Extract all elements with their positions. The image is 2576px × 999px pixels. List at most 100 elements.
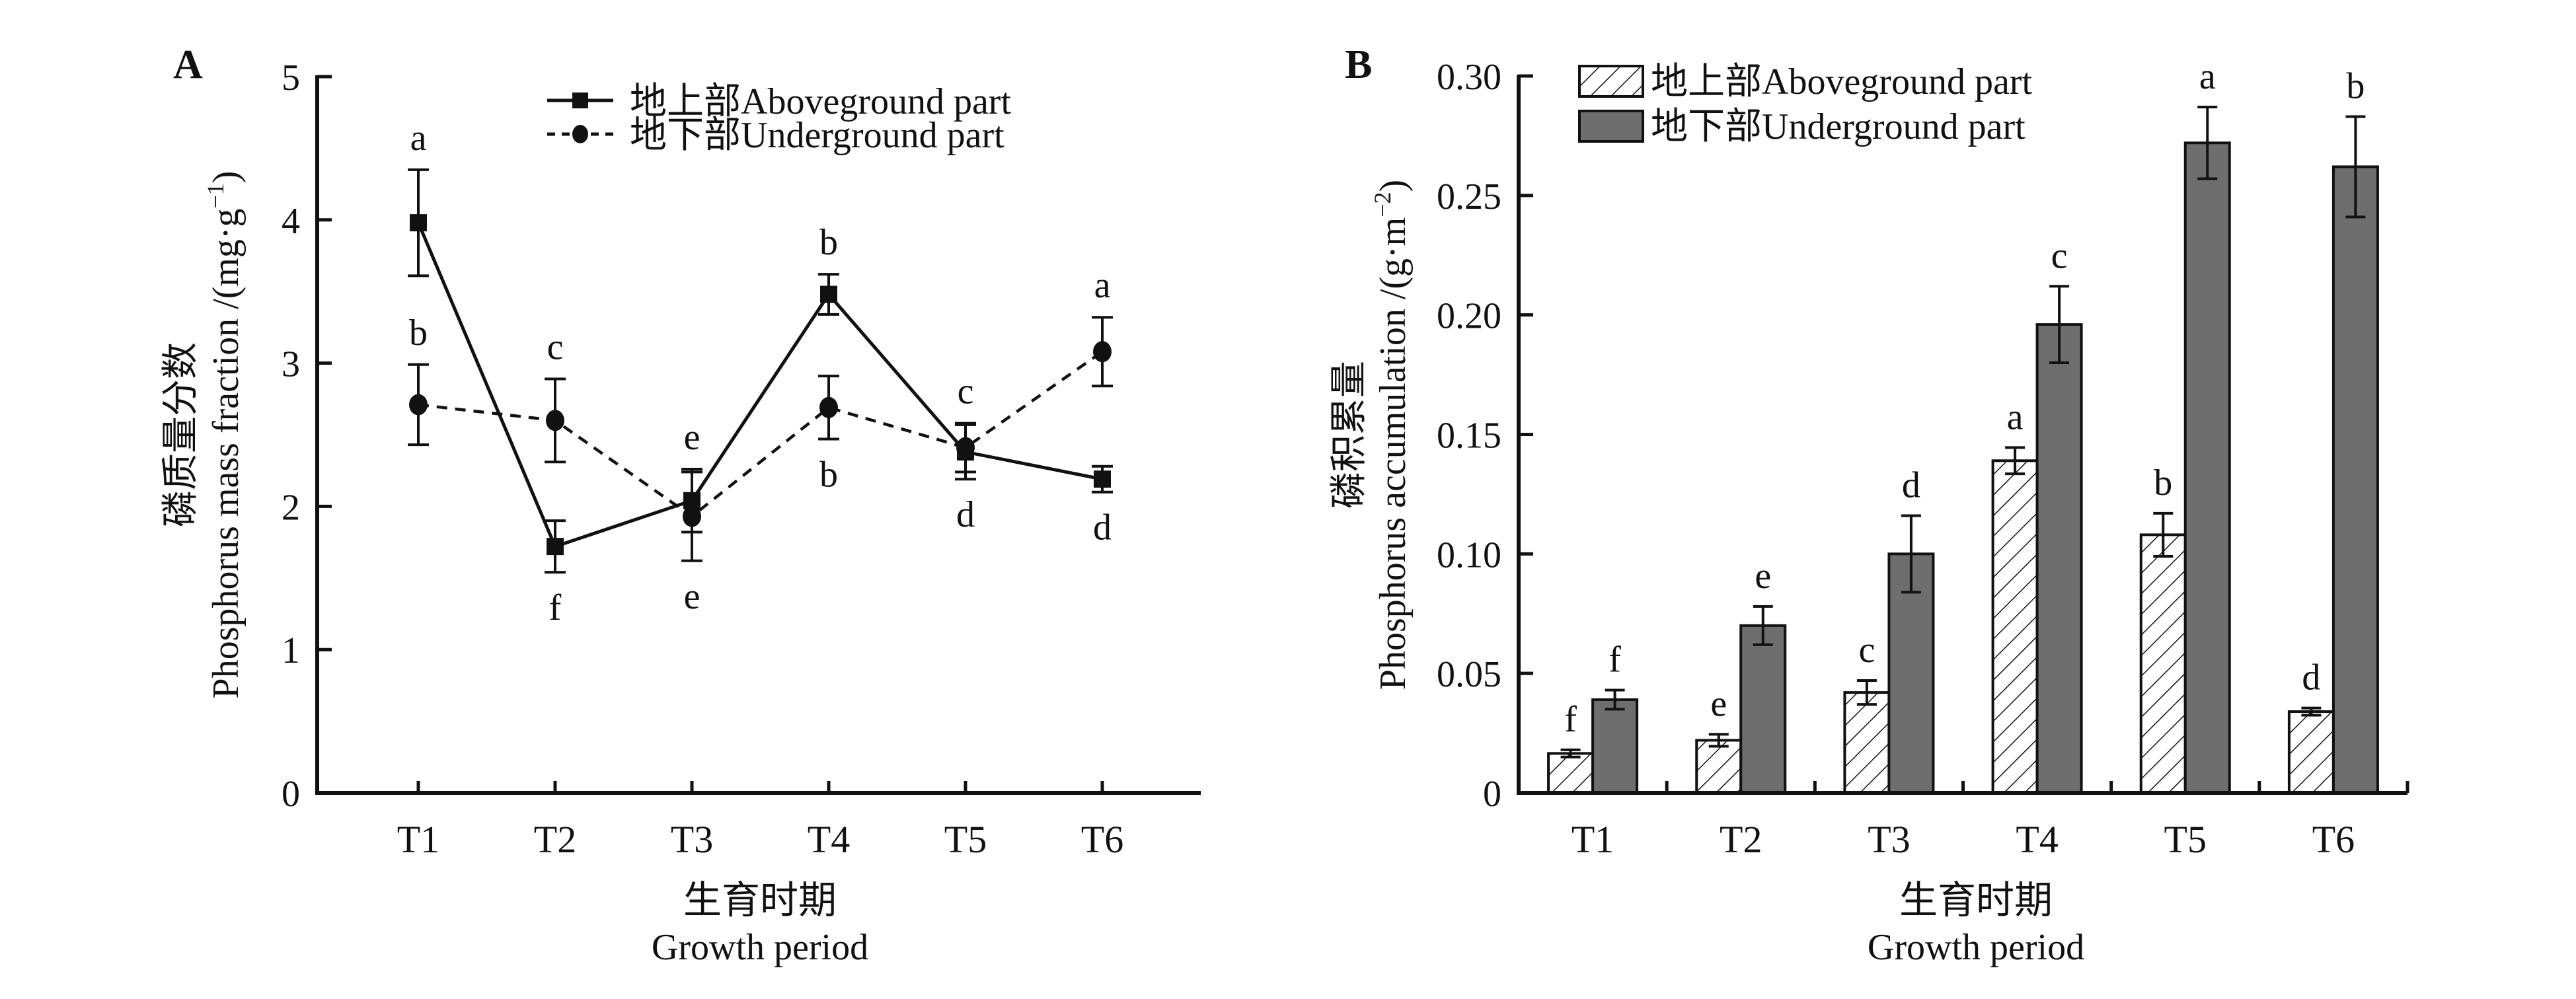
underground-bar — [2035, 323, 2083, 794]
significance-letter: a — [2199, 56, 2216, 97]
legend-square-marker — [572, 92, 588, 108]
significance-letter: d — [2302, 657, 2320, 698]
panel-b-bar-chart: B ff e e c d a c b a d b 地上部Aboveground part地下部Und… — [1329, 42, 2409, 968]
legend-label: 地上部Aboveground part — [1651, 61, 2032, 102]
underground-point — [546, 410, 564, 431]
underground-bar — [2183, 141, 2231, 794]
y-tick-label: 5 — [282, 57, 300, 98]
significance-letter: b — [2346, 65, 2365, 106]
aboveground-bar — [1695, 739, 1743, 795]
significance-letter: f — [1564, 699, 1577, 740]
legend-label: 地下部Underground part — [1651, 106, 2026, 147]
panel-b-ylabel: Phosphorus accumulation /(g·m−2) — [1369, 180, 1414, 690]
aboveground-bar — [2139, 533, 2187, 795]
underground-point — [819, 396, 838, 418]
x-tick-label: T6 — [2312, 818, 2355, 861]
underground-bar — [2331, 165, 2379, 794]
x-tick-label: T6 — [1081, 818, 1123, 861]
significance-letter: b — [819, 455, 838, 496]
significance-letter: c — [2051, 235, 2068, 276]
y-tick-label: 1 — [282, 630, 300, 671]
y-tick-label: 2 — [282, 487, 300, 528]
significance-letter: d — [1902, 464, 1920, 505]
legend-hatched-swatch — [1578, 65, 1644, 98]
underground-series-line — [418, 350, 1104, 519]
y-tick-label: 3 — [282, 344, 300, 385]
significance-letter: a — [2007, 396, 2024, 437]
legend-label: 地下部Underground part — [630, 115, 1004, 156]
panel-b-axes: 0 0.05 0.10 0.15 0.20 0.25 0.30 T1 T2 T3 T4 T5 T6 — [1437, 57, 2409, 861]
panel-b-xlabel: Growth period — [1868, 927, 2084, 968]
aboveground-bar — [2287, 710, 2335, 794]
y-tick-label: 0 — [1483, 774, 1501, 815]
x-tick-label: T4 — [2016, 818, 2058, 861]
panel-a-label: A — [173, 42, 203, 87]
panel-a-marks: a f e b d d b c e b c a — [408, 118, 1113, 628]
x-tick-label: T2 — [534, 818, 576, 861]
panel-b-ylabel-cn: 磷积累量 — [1329, 361, 1370, 509]
x-tick-label: T5 — [944, 818, 987, 861]
aboveground-bar — [1991, 459, 2039, 794]
aboveground-point — [1094, 470, 1111, 488]
y-tick-label: 0.30 — [1437, 57, 1501, 98]
underground-bar — [1591, 698, 1639, 794]
y-tick-label: 0.25 — [1437, 176, 1501, 217]
y-tick-label: 0.10 — [1437, 535, 1501, 575]
x-tick-label: T5 — [2164, 818, 2207, 861]
significance-letter: a — [1094, 265, 1111, 306]
panel-b-xlabel-cn: 生育时期 — [1899, 879, 2053, 922]
significance-letter: f — [1609, 639, 1621, 680]
panel-a-xlabel: Growth period — [652, 927, 868, 968]
significance-letter: e — [684, 417, 701, 458]
significance-letter: d — [1093, 507, 1112, 548]
x-tick-label: T3 — [671, 818, 713, 861]
underground-point — [956, 437, 975, 459]
x-tick-label: T3 — [1868, 818, 1910, 861]
aboveground-point — [410, 214, 427, 232]
aboveground-point — [547, 538, 564, 556]
x-tick-label: T1 — [1572, 818, 1614, 861]
panel-a-ylabel: Phosphorus mass fraction /(mg·g−1) — [202, 171, 246, 699]
significance-letter: e — [1710, 683, 1727, 724]
aboveground-bar — [1843, 691, 1891, 794]
underground-point — [1093, 341, 1112, 363]
y-tick-label: 0.20 — [1437, 296, 1501, 337]
underground-point — [409, 394, 428, 416]
y-tick-label: 0 — [282, 774, 300, 815]
x-tick-label: T1 — [397, 818, 439, 861]
y-tick-label: 0.15 — [1437, 416, 1501, 457]
aboveground-bar — [1547, 752, 1595, 794]
significance-letter: f — [549, 587, 562, 628]
significance-letter: b — [2154, 462, 2172, 503]
significance-letter: b — [819, 222, 838, 263]
x-tick-label: T4 — [808, 818, 850, 861]
underground-point — [683, 505, 701, 527]
y-tick-label: 4 — [282, 201, 300, 242]
panel-b-marks: ff e e c d a c b a d b — [1547, 56, 2379, 795]
significance-letter: c — [1858, 630, 1875, 671]
panel-b-label: B — [1345, 42, 1372, 87]
aboveground-point — [820, 285, 837, 303]
underground-bar — [1887, 552, 1935, 794]
panel-a-ylabel-cn: 磷质量分数 — [161, 342, 202, 527]
significance-letter: e — [684, 576, 701, 617]
panel-a-xlabel-cn: 生育时期 — [683, 879, 837, 922]
panel-a-axes: 0 1 2 3 4 5 T1 T2 T3 T4 T5 T6 — [282, 57, 1201, 861]
y-tick-label: 0.05 — [1437, 654, 1501, 695]
significance-letter: d — [956, 494, 975, 535]
legend-circle-marker — [572, 125, 588, 143]
significance-letter: b — [409, 313, 428, 353]
significance-letter: a — [410, 118, 427, 159]
legend-solid-swatch — [1578, 110, 1644, 143]
legend-label: 地上部Aboveground part — [630, 81, 1011, 122]
underground-bar — [1739, 624, 1787, 794]
significance-letter: c — [958, 371, 974, 412]
significance-letter: c — [547, 326, 564, 367]
significance-letter: e — [1755, 556, 1771, 597]
panel-a-line-chart: A 0 1 2 3 4 5 T1 T2 T3 T4 T5 T6 a f e b d d b c e b c a 地上部Abo… — [161, 42, 1201, 968]
x-tick-label: T2 — [1720, 818, 1762, 861]
aboveground-series-line — [416, 222, 1103, 549]
